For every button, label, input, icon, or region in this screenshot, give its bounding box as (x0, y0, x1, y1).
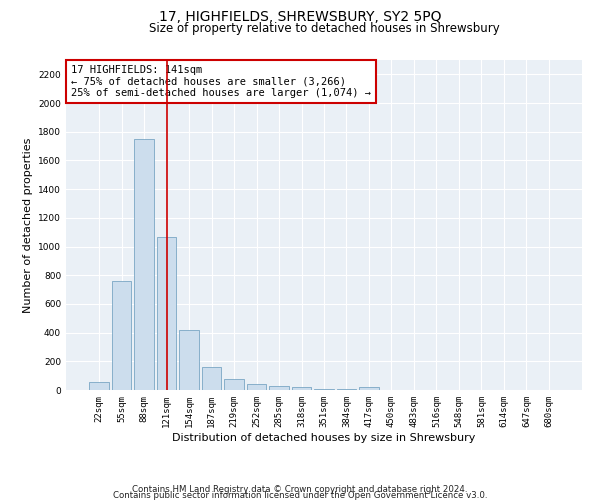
Text: 17 HIGHFIELDS: 141sqm
← 75% of detached houses are smaller (3,266)
25% of semi-d: 17 HIGHFIELDS: 141sqm ← 75% of detached … (71, 65, 371, 98)
Text: 17, HIGHFIELDS, SHREWSBURY, SY2 5PQ: 17, HIGHFIELDS, SHREWSBURY, SY2 5PQ (159, 10, 441, 24)
Bar (134, 139, 154, 390)
Bar (269, 386, 289, 390)
Bar (179, 330, 199, 390)
Bar (314, 388, 334, 390)
Bar (292, 388, 311, 390)
Y-axis label: Number of detached properties: Number of detached properties (23, 138, 32, 312)
X-axis label: Distribution of detached houses by size in Shrewsbury: Distribution of detached houses by size … (172, 432, 476, 442)
Bar (157, 237, 176, 390)
Bar (247, 384, 266, 390)
Bar (202, 368, 221, 390)
Bar (224, 378, 244, 390)
Bar (359, 388, 379, 390)
Text: Contains public sector information licensed under the Open Government Licence v3: Contains public sector information licen… (113, 490, 487, 500)
Text: Contains HM Land Registry data © Crown copyright and database right 2024.: Contains HM Land Registry data © Crown c… (132, 484, 468, 494)
Bar (112, 281, 131, 390)
Title: Size of property relative to detached houses in Shrewsbury: Size of property relative to detached ho… (149, 22, 499, 35)
Bar (89, 382, 109, 390)
